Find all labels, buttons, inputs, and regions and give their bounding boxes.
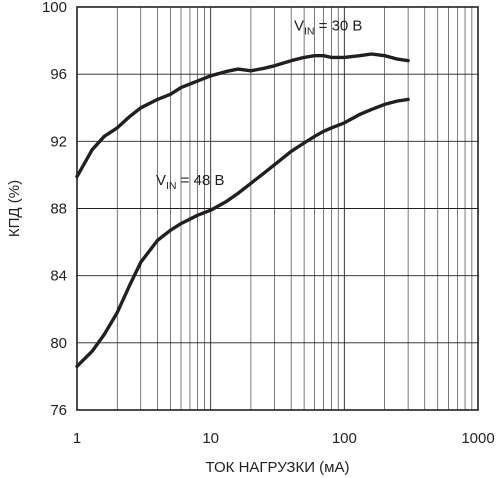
series-lines — [75, 52, 410, 368]
y-tick-labels: 76 80 84 88 92 96 100 — [42, 0, 67, 419]
series-line-0 — [75, 52, 410, 179]
series-label-vin-48: VIN = 48 В — [156, 172, 224, 192]
y-tick-label: 80 — [50, 335, 67, 352]
y-axis-title: КПД (%) — [6, 180, 23, 237]
y-tick-label: 88 — [50, 201, 67, 218]
x-tick-label: 1000 — [461, 430, 494, 447]
y-tick-label: 76 — [50, 402, 67, 419]
x-tick-label: 10 — [202, 430, 219, 447]
y-tick-label: 100 — [42, 0, 67, 16]
x-tick-label: 1 — [73, 430, 81, 447]
x-axis-title: ТОК НАГРУЗКИ (мА) — [206, 459, 350, 476]
y-tick-label: 96 — [50, 66, 67, 83]
x-tick-labels: 1 10 100 1000 — [73, 430, 495, 447]
x-tick-label: 100 — [332, 430, 357, 447]
grid — [77, 7, 478, 410]
series-line-1 — [75, 97, 410, 368]
series-label-vin-30: VIN = 30 В — [294, 18, 362, 38]
y-tick-label: 92 — [50, 133, 67, 150]
plot-frame — [76, 6, 479, 411]
y-tick-label: 84 — [50, 268, 67, 285]
